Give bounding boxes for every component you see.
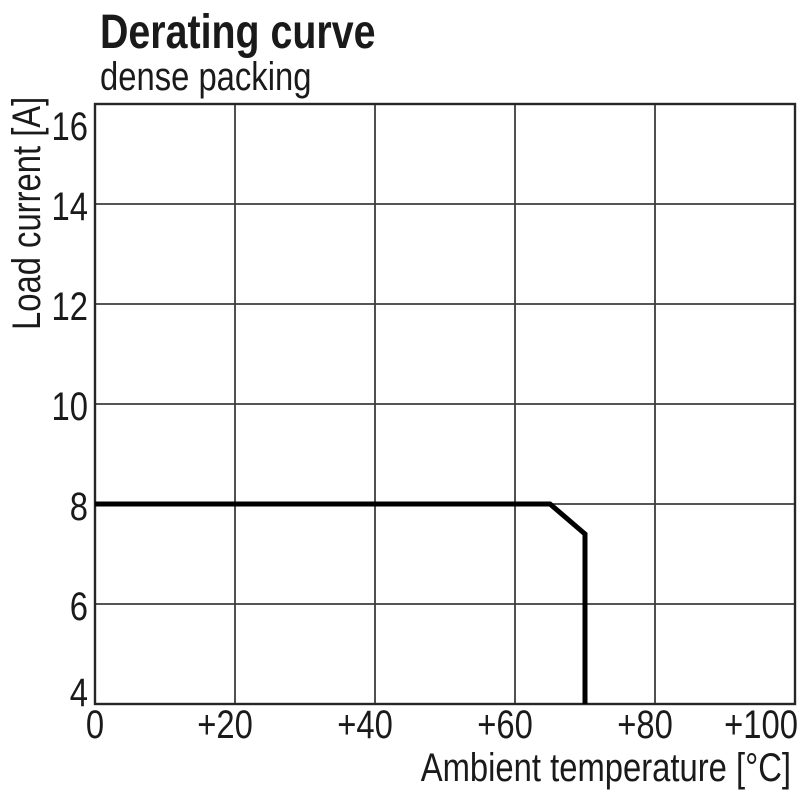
derating-curve-line [95,501,588,704]
y-tick-label-5: 14 [52,184,88,229]
y-tick-label-2: 8 [70,484,88,529]
y-tick-label-4: 12 [52,284,88,329]
y-tick-label-1: 6 [70,584,88,629]
x-tick-label-4: +80 [617,702,673,747]
plot-area: 4 6 8 10 12 14 16 0 +20 +40 +60 +80 +100 [52,102,798,747]
x-tick-label-5: +100 [724,702,798,747]
y-tick-label-6: 16 [52,104,88,149]
x-tick-label-1: +20 [197,702,253,747]
y-tick-label-3: 10 [52,384,88,429]
y-axis-title: Load current [A] [4,97,49,330]
x-axis-title: Ambient temperature [°C] [421,745,791,790]
plot-border [93,102,797,706]
x-tick-label-3: +60 [477,702,533,747]
x-tick-label-0: 0 [86,702,104,747]
y-tick-label-0: 4 [70,670,88,715]
chart-subtitle: dense packing [100,54,311,99]
chart-title: Derating curve [100,5,376,59]
x-tick-label-2: +40 [337,702,393,747]
